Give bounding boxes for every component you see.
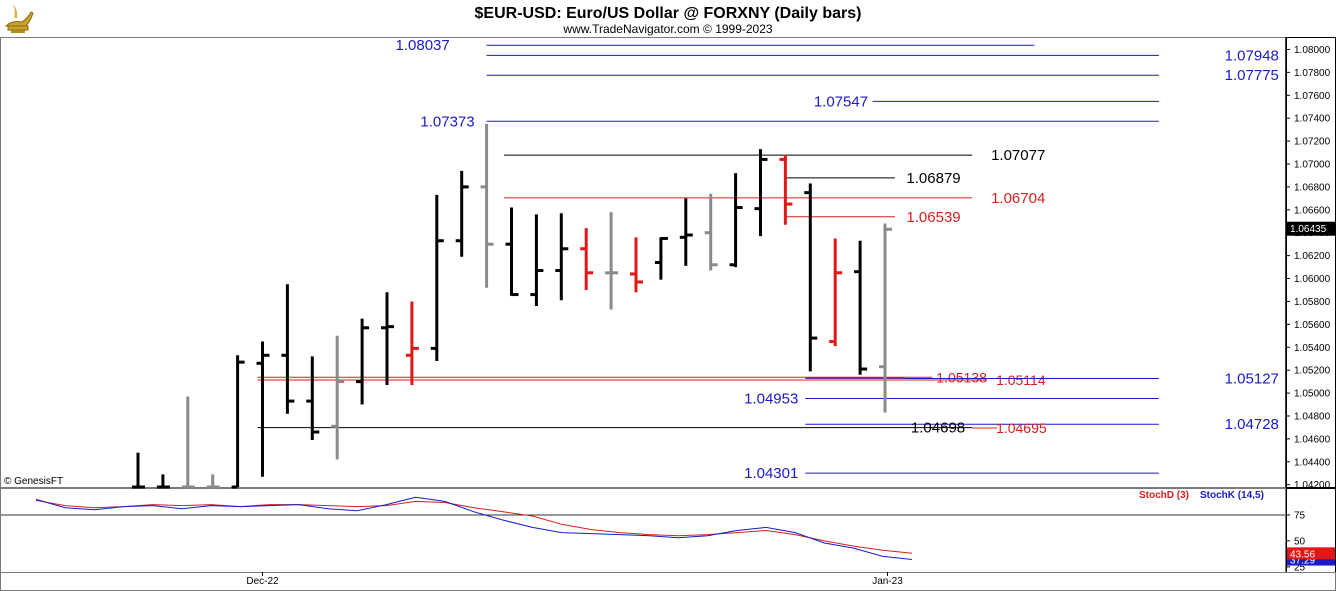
ohlc-bar bbox=[156, 474, 170, 489]
stochd-value-box bbox=[1287, 547, 1335, 560]
x-axis-labels: Dec-22 Jan-23 bbox=[246, 572, 903, 587]
ohlc-bar bbox=[306, 356, 320, 441]
price-tick-label: 1.05200 bbox=[1294, 366, 1331, 377]
level-label: 1.05138 bbox=[936, 369, 987, 385]
level-label: 1.07948 bbox=[1225, 47, 1279, 64]
last-price-label: 1.06435 bbox=[1290, 224, 1327, 235]
ohlc-bar bbox=[654, 236, 668, 280]
level-label: 1.07077 bbox=[991, 147, 1045, 164]
price-tick-label: 1.07400 bbox=[1294, 114, 1331, 125]
price-tick-label: 1.06200 bbox=[1294, 251, 1331, 262]
ohlc-bar bbox=[555, 213, 569, 301]
price-tick-label: 1.04800 bbox=[1294, 411, 1331, 422]
stoch-tick-label: 75 bbox=[1294, 510, 1306, 521]
ohlc-bar bbox=[879, 223, 892, 413]
ohlc-bar bbox=[181, 396, 195, 489]
level-label: 1.07547 bbox=[814, 93, 868, 110]
ohlc-bar bbox=[430, 194, 444, 362]
ohlc-bar bbox=[530, 214, 544, 307]
price-tick-label: 1.06600 bbox=[1294, 205, 1331, 216]
level-label: 1.06879 bbox=[906, 170, 960, 187]
watermark-text: © GenesisFT bbox=[4, 476, 63, 487]
last-price-box bbox=[1287, 221, 1335, 236]
level-label: 1.08037 bbox=[396, 37, 450, 54]
ohlc-bar bbox=[829, 238, 843, 347]
ohlc-bar bbox=[854, 240, 868, 375]
ohlc-bar bbox=[754, 149, 768, 237]
ohlc-bar bbox=[704, 193, 718, 271]
ohlc-bar bbox=[206, 474, 220, 489]
ohlc-bar bbox=[132, 452, 145, 489]
price-tick-label: 1.07600 bbox=[1294, 91, 1331, 102]
ohlc-bar bbox=[505, 207, 519, 297]
level-label: 1.04301 bbox=[744, 465, 798, 482]
stochd-value-label: 43.56 bbox=[1290, 549, 1315, 560]
price-tick-label: 1.04600 bbox=[1294, 434, 1331, 445]
level-label: 1.05127 bbox=[1225, 371, 1279, 388]
ohlc-bar bbox=[580, 228, 594, 290]
stochk-value-label: 37.29 bbox=[1290, 556, 1315, 567]
level-label: 1.06704 bbox=[991, 190, 1045, 207]
ohlc-bar bbox=[779, 154, 793, 225]
level-label: 1.05114 bbox=[996, 372, 1046, 388]
stoch-series-line bbox=[35, 499, 913, 554]
ohlc-bar bbox=[630, 237, 643, 293]
ohlc-bar bbox=[231, 355, 245, 489]
level-label: 1.04953 bbox=[744, 390, 798, 407]
ohlc-bar bbox=[331, 335, 345, 460]
price-axis-ticks: 1.08000 1.07800 1.07600 1.07400 1.07200 1.070… bbox=[1286, 45, 1335, 491]
level-label: 1.07373 bbox=[420, 113, 474, 130]
genie-lamp-logo bbox=[4, 4, 34, 33]
level-label: 1.04695 bbox=[996, 420, 1047, 436]
chart-subtitle: www.TradeNavigator.com © 1999-2023 bbox=[562, 22, 772, 36]
ohlc-bar bbox=[729, 173, 743, 268]
price-tick-label: 1.04400 bbox=[1294, 457, 1331, 468]
price-tick-label: 1.05400 bbox=[1294, 343, 1331, 354]
levels-layer: 1.08037 1.07948 1.07775 1.07547 1.07373 1.070… bbox=[257, 37, 1279, 482]
level-label: 1.06539 bbox=[906, 209, 960, 226]
level-label: 1.04698 bbox=[911, 420, 965, 437]
ohlc-bar bbox=[381, 292, 394, 386]
price-tick-label: 1.05600 bbox=[1294, 320, 1331, 331]
stochk-legend: StochK (14,5) bbox=[1200, 490, 1264, 501]
price-tick-label: 1.08000 bbox=[1294, 45, 1331, 56]
price-plot-area bbox=[0, 37, 1286, 488]
ohlc-bar bbox=[256, 341, 270, 477]
x-axis-band bbox=[0, 572, 1336, 591]
price-axis-panel bbox=[1286, 37, 1336, 488]
stochd-legend: StochD (3) bbox=[1139, 490, 1189, 501]
stoch-tick-label: 25 bbox=[1294, 562, 1306, 573]
price-tick-label: 1.05800 bbox=[1294, 297, 1331, 308]
ohlc-bar bbox=[356, 318, 370, 405]
price-tick-label: 1.07200 bbox=[1294, 137, 1331, 148]
stoch-series-line bbox=[35, 496, 913, 560]
ohlc-bar bbox=[605, 212, 619, 310]
ohlc-bar bbox=[480, 123, 494, 288]
stoch-plot-area bbox=[0, 488, 1286, 573]
header-bar bbox=[0, 0, 1336, 37]
price-tick-label: 1.06000 bbox=[1294, 274, 1331, 285]
price-tick-label: 1.06800 bbox=[1294, 182, 1331, 193]
ohlc-bar bbox=[281, 284, 295, 414]
stoch-tick-label: 50 bbox=[1294, 536, 1306, 547]
x-tick-label: Jan-23 bbox=[872, 576, 903, 587]
level-label: 1.04728 bbox=[1225, 416, 1279, 433]
chart-title: $EUR-USD: Euro/US Dollar @ FORXNY (Daily… bbox=[475, 5, 862, 22]
price-tick-label: 1.05000 bbox=[1294, 389, 1331, 400]
ohlc-bar bbox=[455, 170, 469, 257]
ohlc-bar bbox=[405, 301, 419, 386]
x-tick-label: Dec-22 bbox=[246, 576, 279, 587]
price-tick-label: 1.07000 bbox=[1294, 159, 1331, 170]
ohlc-bar bbox=[804, 183, 818, 372]
ohlc-bar bbox=[679, 198, 693, 266]
price-tick-label: 1.04200 bbox=[1294, 480, 1331, 491]
level-label: 1.07775 bbox=[1225, 67, 1279, 84]
bars-layer bbox=[132, 123, 892, 489]
price-tick-label: 1.07800 bbox=[1294, 68, 1331, 79]
